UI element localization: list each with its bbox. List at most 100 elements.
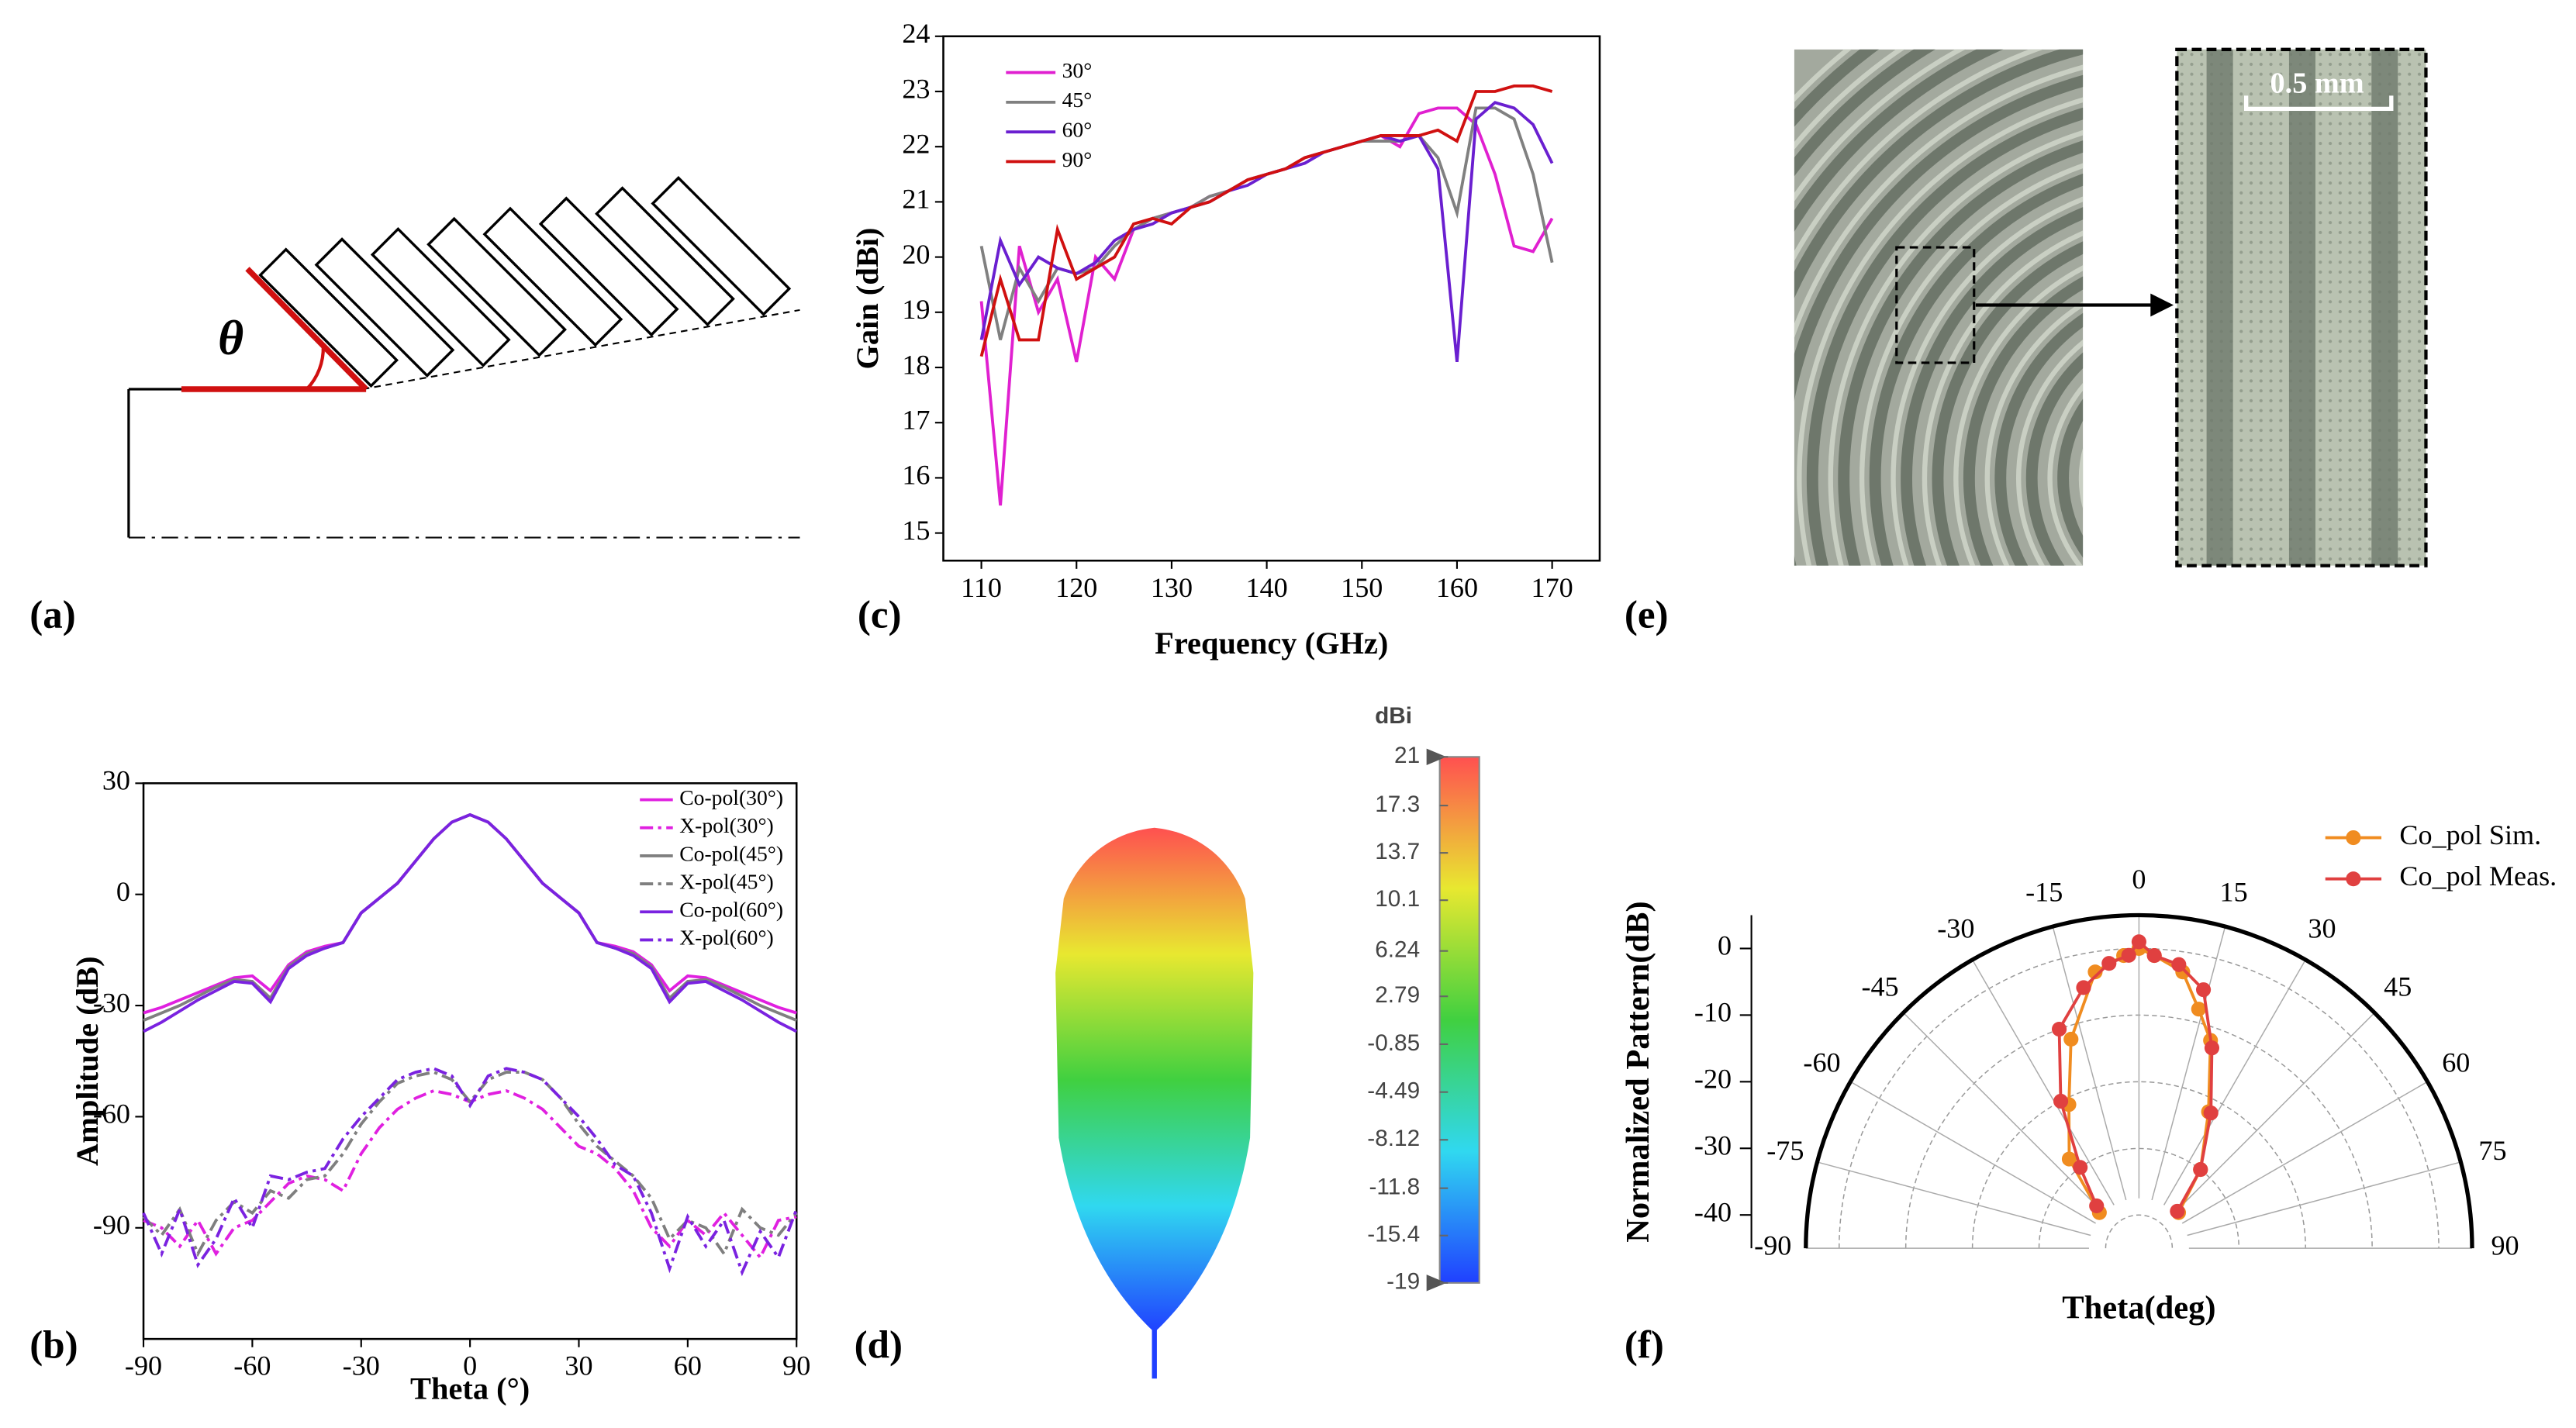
zoom-box: [1895, 246, 1976, 364]
x-tick-label: -90: [125, 1350, 162, 1381]
colorbar-tick-label: -0.85: [1367, 1030, 1420, 1056]
slot: [538, 196, 679, 337]
panel-label: (a): [29, 593, 76, 636]
panel-label: (e): [1625, 593, 1669, 636]
ring: [1963, 276, 2084, 566]
arrow-head: [2150, 293, 2174, 317]
scale-label: 0.5 mm: [2270, 67, 2364, 99]
x-tick-label: 110: [961, 572, 1002, 603]
panel-label: (c): [858, 593, 902, 636]
series-line: [979, 84, 1553, 357]
y-tick-label: 21: [902, 184, 930, 215]
x-axis-label: Theta (°): [410, 1371, 530, 1406]
colorbar-tick-label: 17.3: [1375, 792, 1420, 817]
y-tick-label: -90: [93, 1209, 130, 1240]
marker: [2061, 1151, 2077, 1167]
ring: [1838, 140, 2084, 566]
marker: [2170, 1203, 2185, 1219]
grid-spoke: [2163, 959, 2306, 1206]
ring: [1994, 312, 2084, 566]
marker: [2051, 1021, 2067, 1037]
panel-labels: (a) (b) (c) (d) (e) (f): [29, 593, 1668, 1367]
legend-label: Co_pol Meas.: [2399, 861, 2557, 892]
legend-label: X-pol(45°): [679, 869, 774, 893]
marker: [2195, 982, 2212, 998]
colorbar-title: dBi: [1375, 703, 1412, 729]
series-line: [142, 1067, 799, 1277]
colorbar-tick-label: -15.4: [1367, 1222, 1420, 1247]
theta-tick-label: 15: [2220, 876, 2248, 907]
colorbar-tick-label: 6.24: [1375, 937, 1420, 963]
ring-light: [1828, 129, 2084, 566]
theta-tick-label: 45: [2384, 971, 2412, 1002]
ring: [2057, 398, 2084, 558]
y-axis-label: Gain (dBi): [850, 227, 885, 369]
ring-light: [1953, 265, 2084, 566]
arrow-bottom: [1426, 1275, 1447, 1292]
theta-tick-label: -30: [1937, 913, 1974, 944]
grid-spoke: [2052, 926, 2127, 1201]
marker: [2203, 1105, 2219, 1121]
legend-label: X-pol(30°): [679, 813, 774, 837]
marker: [2101, 956, 2117, 971]
y-tick-label: 23: [902, 73, 930, 104]
ring-light: [1859, 163, 2084, 566]
grid-spoke: [2181, 1081, 2428, 1224]
radiation-pattern: [1055, 827, 1254, 1333]
colorbar-tick-label: 10.1: [1375, 886, 1420, 912]
theta-tick-label: 0: [2132, 864, 2146, 895]
theta-tick-label: -75: [1766, 1135, 1804, 1166]
y-tick-label: 30: [102, 765, 130, 796]
angle-arm: [245, 267, 368, 391]
marker: [2193, 1162, 2208, 1178]
grid-spoke: [2174, 1012, 2375, 1214]
theta-tick-label: -90: [1754, 1230, 1791, 1261]
theta-tick-label: -45: [1861, 971, 1898, 1002]
theta-tick-label: 60: [2442, 1047, 2470, 1078]
pattern-3d: [1055, 827, 1254, 1379]
photo-border: [2175, 47, 2428, 567]
y-tick-label: -30: [93, 987, 130, 1018]
y-tick-label: 0: [116, 876, 130, 907]
legend-label: 90°: [1062, 147, 1093, 171]
ring-light: [2078, 447, 2084, 509]
x-tick-label: 130: [1151, 572, 1193, 603]
marker: [2131, 934, 2146, 950]
x-axis-label: Frequency (GHz): [1155, 626, 1388, 661]
marker: [2076, 980, 2091, 995]
slot: [370, 226, 511, 367]
marker: [2073, 1160, 2088, 1175]
marker: [2204, 1040, 2220, 1056]
y-axis-label: Amplitude (dB): [70, 956, 105, 1166]
x-tick-label: 170: [1531, 572, 1573, 603]
y-tick-label: 17: [902, 404, 930, 435]
legend-label: Co-pol(30°): [679, 785, 783, 809]
r-tick-label: -40: [1694, 1196, 1732, 1227]
slope-line: [362, 309, 800, 391]
grid-spoke: [1817, 1161, 2091, 1237]
colorbar-tick-label: 13.7: [1375, 839, 1420, 864]
y-tick-label: 22: [902, 128, 930, 159]
y-tick-label: 20: [902, 239, 930, 270]
panel-label: (b): [29, 1324, 78, 1368]
x-tick-label: 60: [674, 1350, 702, 1381]
legend-label: Co-pol(45°): [679, 841, 783, 865]
colorbar-tick-label: -8.12: [1367, 1126, 1420, 1151]
marker: [2053, 1093, 2069, 1109]
grid-spoke: [1971, 959, 2115, 1206]
rings: [1794, 49, 2084, 566]
slot: [314, 237, 455, 378]
ring-light: [1922, 230, 2084, 566]
r-tick-label: 0: [1718, 930, 1732, 961]
y-tick-label: 24: [902, 18, 930, 49]
r-tick-label: -10: [1694, 997, 1732, 1028]
legend-label: Co-pol(60°): [679, 898, 783, 922]
ring: [1901, 207, 2084, 566]
theta-tick-label: 90: [2491, 1230, 2519, 1261]
x-tick-label: -60: [233, 1350, 271, 1381]
marker: [2171, 957, 2187, 972]
x-tick-label: 0: [463, 1350, 477, 1381]
marker: [2063, 1031, 2079, 1047]
marker: [2146, 948, 2162, 964]
